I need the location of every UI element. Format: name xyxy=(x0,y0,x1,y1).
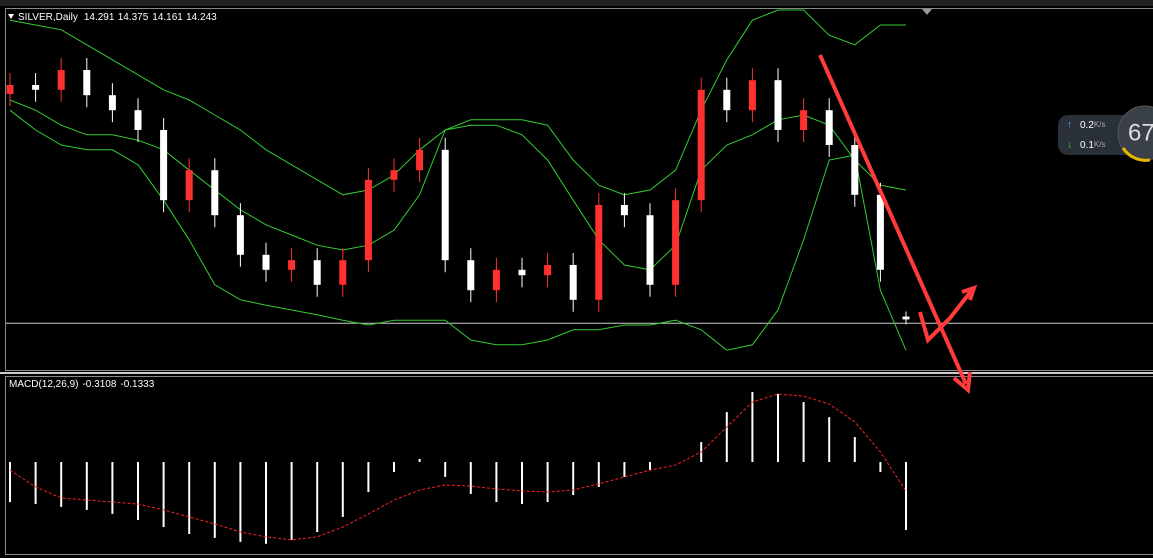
candle-body xyxy=(313,260,321,285)
candle-body xyxy=(288,260,296,270)
candle-body xyxy=(160,130,168,201)
candle-body xyxy=(672,200,680,285)
candle-body xyxy=(902,316,910,320)
macd-header: MACD(12,26,9) -0.3108 -0.1333 xyxy=(9,379,155,390)
macd-signal xyxy=(9,393,907,541)
down-arrow: ↓ xyxy=(1067,140,1072,151)
upload-value: 0.2 xyxy=(1080,120,1094,131)
candle-body xyxy=(236,215,244,255)
cpu-percent: 67 xyxy=(1128,119,1153,146)
candle-body xyxy=(697,89,705,201)
macd-panel-frame xyxy=(5,376,1153,555)
candle-body xyxy=(800,110,808,130)
price-panel-frame xyxy=(5,8,1153,371)
candle-body xyxy=(364,179,372,261)
bounce-arrow xyxy=(918,288,974,344)
candle-body xyxy=(518,269,526,276)
candle-body xyxy=(390,170,398,180)
macd-value: -0.3108 xyxy=(82,379,116,390)
candle-body xyxy=(32,85,40,90)
widget-gauge xyxy=(1121,147,1151,162)
symbol: SILVER,Daily xyxy=(18,12,78,23)
candle-body xyxy=(211,170,219,216)
candle-body xyxy=(185,170,193,201)
band-lower xyxy=(9,109,907,351)
candle-body xyxy=(339,260,347,285)
macd-label: MACD(12,26,9) xyxy=(9,379,78,390)
candle-body xyxy=(83,70,91,96)
network-widget: ↑ ↓ 0.2K/s 0.1K/s 67 xyxy=(1058,105,1153,162)
download-unit: K/s xyxy=(1094,140,1106,149)
close-value: 14.243 xyxy=(186,12,217,23)
candle-body xyxy=(748,80,756,111)
candle-body xyxy=(416,149,424,171)
candle-body xyxy=(876,194,884,270)
candle-body xyxy=(723,89,731,111)
candle-body xyxy=(544,265,552,276)
chart-header: SILVER,Daily 14.291 14.375 14.161 14.243 xyxy=(18,12,217,23)
candle-body xyxy=(57,70,65,90)
candle-body xyxy=(134,110,142,130)
band-middle xyxy=(9,99,907,271)
candle-body xyxy=(825,110,833,145)
upload-rate: 0.2K/s xyxy=(1080,120,1105,131)
candle-body xyxy=(262,254,270,270)
band-upper xyxy=(9,9,906,196)
candle-body xyxy=(595,205,603,300)
candle-body xyxy=(492,269,500,291)
candle-body xyxy=(6,85,14,94)
trend-arrow-head xyxy=(952,371,972,394)
candle-body xyxy=(774,80,782,130)
download-rate: 0.1K/s xyxy=(1080,140,1105,151)
download-value: 0.1 xyxy=(1080,140,1094,151)
shift-marker xyxy=(922,9,932,15)
signal-value: -0.1333 xyxy=(120,379,154,390)
annotation-arrows xyxy=(818,54,978,394)
upload-unit: K/s xyxy=(1094,120,1106,129)
top-strip xyxy=(0,0,1153,6)
open-value: 14.291 xyxy=(84,12,115,23)
candle-body xyxy=(851,145,859,195)
menu-icon[interactable] xyxy=(8,14,14,19)
bounce-arrow-head xyxy=(961,284,978,301)
candle-body xyxy=(646,215,654,285)
low-value: 14.161 xyxy=(152,12,183,23)
candle-body xyxy=(620,205,628,216)
candle-body xyxy=(441,149,449,261)
trend-arrow xyxy=(818,54,968,385)
candle-body xyxy=(569,265,577,300)
high-value: 14.375 xyxy=(118,12,149,23)
candle-body xyxy=(108,95,116,111)
candle-body xyxy=(467,260,475,291)
up-arrow: ↑ xyxy=(1067,120,1072,131)
